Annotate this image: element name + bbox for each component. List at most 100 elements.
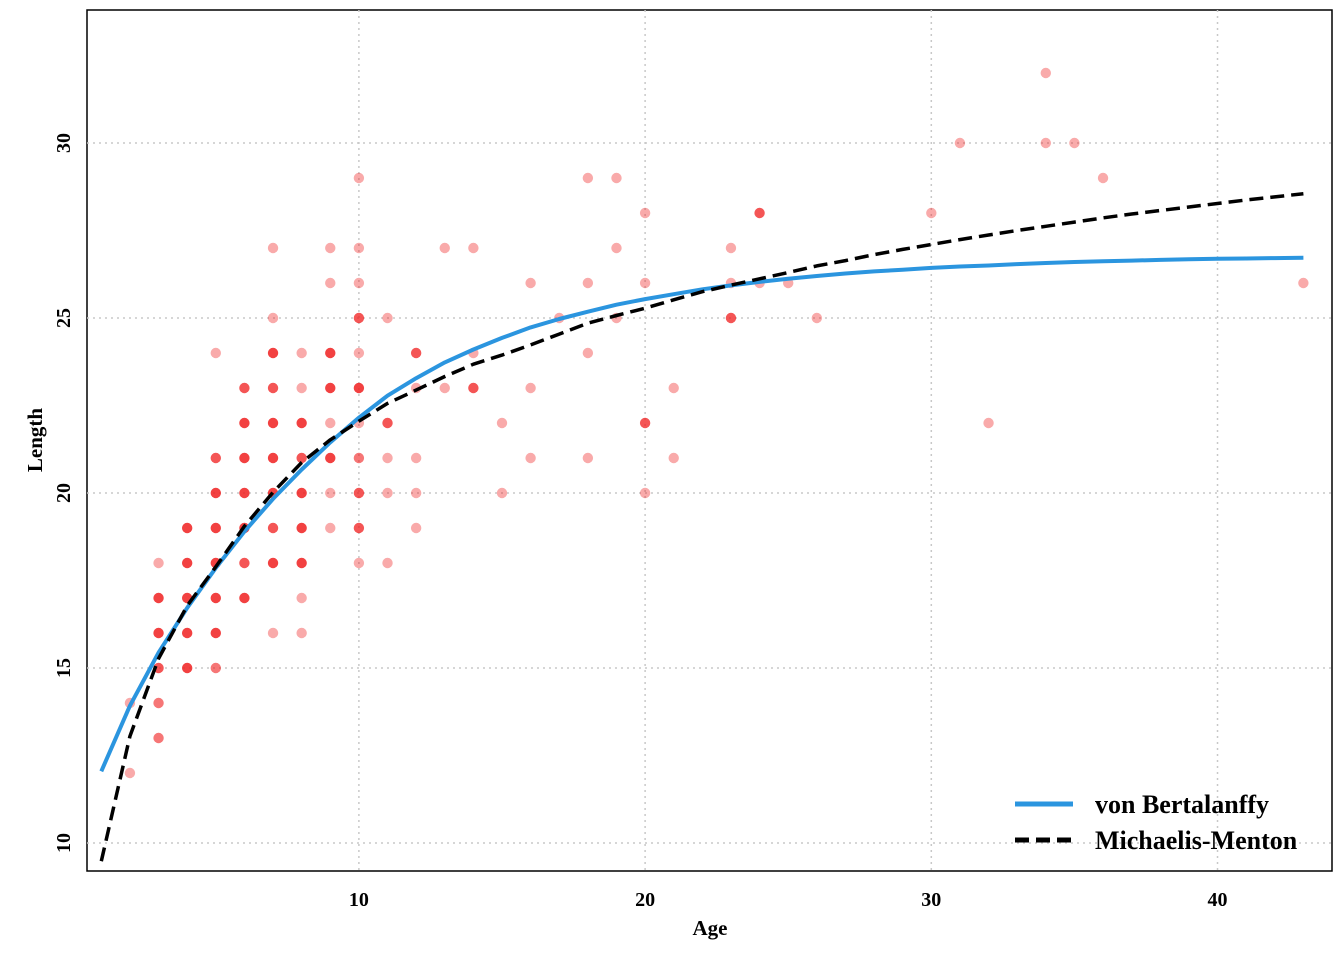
data-point	[439, 242, 450, 254]
data-point	[325, 417, 336, 429]
data-point	[639, 277, 651, 289]
data-point	[210, 452, 221, 464]
grid-lines	[87, 10, 1332, 871]
data-point	[181, 627, 193, 639]
x-tick-label: 20	[635, 889, 655, 911]
data-point	[382, 557, 393, 569]
data-point	[153, 697, 164, 709]
data-point	[296, 627, 307, 639]
data-point	[239, 452, 250, 464]
data-point	[353, 312, 365, 324]
data-point	[210, 522, 221, 534]
y-tick-label: 15	[53, 658, 75, 678]
data-point	[267, 557, 279, 569]
data-point	[639, 487, 651, 499]
data-point	[153, 627, 164, 639]
data-point	[1040, 137, 1051, 149]
data-point	[582, 277, 594, 289]
data-point	[611, 172, 622, 184]
data-point	[267, 347, 279, 359]
data-point	[382, 452, 393, 464]
data-point	[153, 732, 164, 744]
data-point	[525, 382, 536, 394]
data-point	[353, 172, 365, 184]
data-point	[754, 207, 765, 219]
data-point	[325, 242, 336, 254]
data-point	[468, 382, 479, 394]
data-point	[382, 487, 393, 499]
y-tick-label: 25	[53, 308, 75, 328]
data-point	[296, 522, 307, 534]
data-point	[811, 312, 823, 324]
data-point	[496, 417, 508, 429]
data-point	[325, 382, 336, 394]
x-tick-label: 30	[921, 889, 941, 911]
data-point	[124, 767, 136, 779]
y-axis-title: Length	[23, 408, 47, 473]
data-point	[725, 312, 737, 324]
data-point	[296, 592, 307, 604]
data-point	[239, 592, 250, 604]
data-point	[325, 347, 336, 359]
data-point	[181, 557, 193, 569]
x-tick-label: 10	[349, 889, 369, 911]
series-line-von-bertalanffy	[99, 255, 1304, 773]
data-point	[210, 347, 221, 359]
data-point	[410, 487, 422, 499]
y-tick-label: 20	[53, 483, 75, 503]
data-point	[210, 487, 221, 499]
data-point	[525, 452, 536, 464]
data-point	[525, 277, 536, 289]
data-point	[325, 277, 336, 289]
data-point	[496, 487, 508, 499]
data-point	[353, 522, 365, 534]
data-point	[267, 417, 279, 429]
data-point	[181, 522, 193, 534]
data-point	[410, 452, 422, 464]
data-point	[153, 592, 164, 604]
fitted-curves	[99, 191, 1304, 862]
data-point	[382, 417, 393, 429]
data-point	[267, 382, 279, 394]
data-point	[1298, 277, 1309, 289]
data-point	[668, 382, 679, 394]
data-point	[267, 242, 279, 254]
data-point	[639, 417, 651, 429]
data-point	[239, 417, 250, 429]
legend-label-michaelis-menton: Michaelis-Menton	[1095, 826, 1298, 855]
data-point	[267, 522, 279, 534]
data-point	[181, 662, 193, 674]
data-point	[210, 627, 221, 639]
data-point	[611, 242, 622, 254]
y-tick-label: 10	[53, 833, 75, 853]
data-point	[267, 312, 279, 324]
x-tick-label: 40	[1208, 889, 1228, 911]
data-point	[410, 522, 422, 534]
data-point	[582, 172, 594, 184]
plot-border	[86, 9, 1333, 872]
data-point	[468, 242, 479, 254]
data-point	[296, 417, 307, 429]
data-point	[353, 347, 365, 359]
data-point	[353, 382, 365, 394]
data-point	[153, 557, 164, 569]
data-point	[1040, 67, 1051, 79]
data-point	[1069, 137, 1080, 149]
data-point	[353, 557, 365, 569]
data-point	[325, 522, 336, 534]
data-point	[353, 452, 365, 464]
data-point	[296, 382, 307, 394]
x-axis-title: Age	[693, 916, 728, 940]
data-point	[267, 452, 279, 464]
data-point	[353, 242, 365, 254]
data-point	[210, 662, 221, 674]
data-point	[325, 487, 336, 499]
data-point	[239, 487, 250, 499]
data-point	[296, 452, 307, 464]
data-point	[296, 347, 307, 359]
data-point	[353, 277, 365, 289]
data-point	[668, 452, 679, 464]
data-point	[582, 347, 594, 359]
data-point	[954, 137, 966, 149]
